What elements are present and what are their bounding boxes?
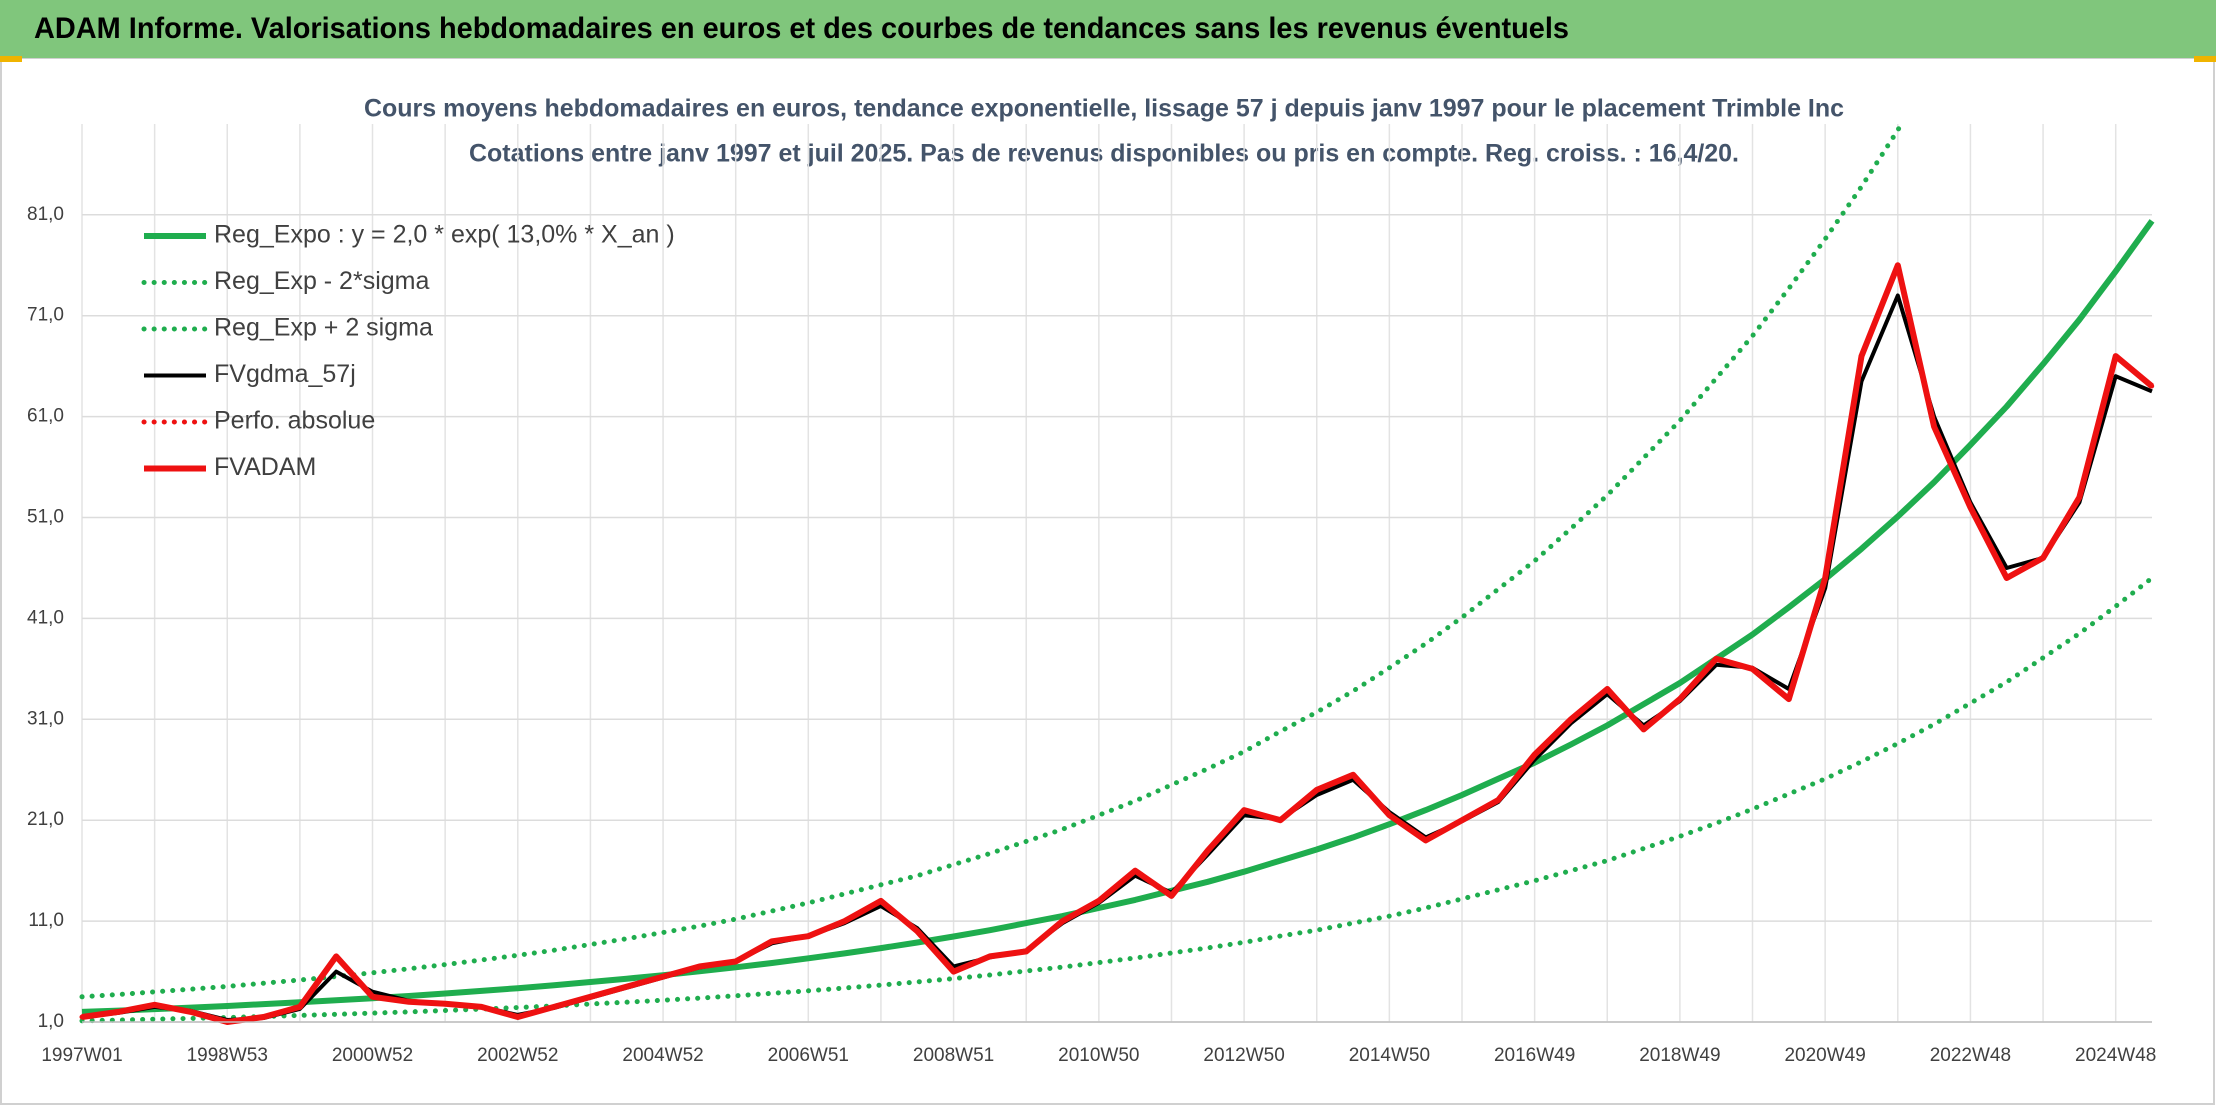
- legend-label: Perfo. absolue: [214, 407, 375, 435]
- y-tick-label: 1,0: [38, 1011, 64, 1032]
- legend: Reg_Expo : y = 2,0 * exp( 13,0% * X_an )…: [141, 221, 675, 481]
- series-line: [81, 219, 2155, 1015]
- y-tick-label: 51,0: [27, 507, 64, 528]
- chart-subtitle: Cotations entre janv 1997 et juil 2025. …: [469, 140, 1739, 168]
- x-tick-label: 1997W01: [41, 1045, 122, 1066]
- chart-title: Cours moyens hebdomadaires en euros, ten…: [364, 95, 1844, 123]
- y-tick-label: 81,0: [27, 204, 64, 225]
- y-tick-label: 41,0: [27, 607, 64, 628]
- x-tick-label: 2020W49: [1784, 1045, 1865, 1066]
- axes: 1,0 11,0 21,0 31,0 41,0 51,0 61,0 71,0 81,0 1997W…: [27, 204, 2156, 1066]
- series-line: [79, 575, 2155, 1024]
- legend-label: Reg_Exp - 2*sigma: [214, 267, 429, 295]
- legend-label: FVADAM: [214, 453, 316, 481]
- legend-label: Reg_Exp + 2 sigma: [214, 314, 433, 342]
- x-tick-label: 2002W52: [477, 1045, 558, 1066]
- plot: [79, 124, 2155, 1025]
- x-tick-label: 2014W50: [1349, 1045, 1430, 1066]
- x-tick-label: 2022W48: [1930, 1045, 2011, 1066]
- grid: [81, 124, 2152, 1023]
- x-tick-label: 2006W51: [768, 1045, 849, 1066]
- x-tick-label: 2018W49: [1639, 1045, 1720, 1066]
- y-tick-label: 11,0: [28, 910, 64, 931]
- header-title: ADAM Informe. Valorisations hebdomadaire…: [34, 12, 1569, 45]
- corner-mark: [2194, 56, 2216, 62]
- y-tick-label: 31,0: [27, 708, 64, 729]
- x-tick-label: 2024W48: [2075, 1045, 2156, 1066]
- x-tick-label: 2000W52: [332, 1045, 413, 1066]
- x-tick-label: 1998W53: [187, 1045, 268, 1066]
- header-bar: [0, 0, 2216, 58]
- y-tick-label: 61,0: [27, 406, 64, 427]
- x-tick-label: 2016W49: [1494, 1045, 1575, 1066]
- x-tick-label: 2004W52: [622, 1045, 703, 1066]
- series-line: [81, 262, 2154, 1025]
- corner-mark: [0, 56, 22, 62]
- series-line: [79, 124, 1905, 1000]
- y-tick-label: 71,0: [27, 305, 64, 326]
- legend-label: Reg_Expo : y = 2,0 * exp( 13,0% * X_an ): [214, 221, 675, 249]
- x-tick-label: 2012W50: [1203, 1045, 1284, 1066]
- x-tick-label: 2010W50: [1058, 1045, 1139, 1066]
- x-tick-label: 2008W51: [913, 1045, 994, 1066]
- y-tick-label: 21,0: [27, 809, 64, 830]
- legend-label: FVgdma_57j: [214, 360, 356, 388]
